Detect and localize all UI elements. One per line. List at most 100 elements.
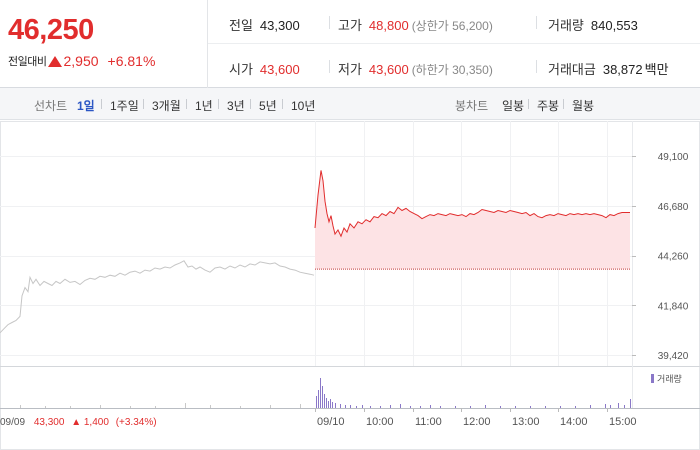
divider	[329, 60, 330, 73]
volume-bar	[326, 398, 327, 408]
x-tick-label: 15:00	[609, 416, 637, 428]
stat-high: 고가 48,800 (상한가 56,200)	[338, 15, 493, 34]
series-today-line	[314, 170, 630, 238]
period-1d[interactable]: 1일	[77, 99, 95, 113]
volume-bar	[332, 402, 333, 408]
y-axis-ticks: 49,100 46,680 44,260 41,840 39,420	[632, 152, 689, 362]
quote-stats: 전일 43,300 고가 48,800 (상한가 56,200) 거래량 840,553…	[208, 0, 700, 88]
chart-toolbar: 선차트 1일 1주일 3개월 1년 3년 5년 10년 봉차트 일봉 주봉 월봉	[0, 88, 700, 120]
volume-bar	[470, 406, 471, 408]
volume-bar	[370, 406, 371, 408]
volume-bar	[45, 406, 46, 408]
stats-row-2: 시가 43,600 저가 43,600 (하한가 30,350) 거래대금 38,872…	[208, 44, 700, 88]
stat-label: 거래량	[548, 18, 584, 33]
stat-value: 43,600	[368, 62, 409, 77]
volume-legend-swatch	[651, 374, 654, 383]
candle-weekly[interactable]: 주봉	[537, 99, 560, 113]
prev-day-info: 09/09 43,300 ▲ 1,400 (+3.34%)	[0, 417, 157, 428]
volume-bar	[240, 406, 241, 408]
candle-daily[interactable]: 일봉	[502, 99, 525, 113]
volume-bar	[324, 394, 325, 408]
volume-bar	[70, 406, 71, 408]
period-1w[interactable]: 1주일	[110, 99, 139, 113]
change-value: 2,950	[63, 53, 99, 69]
volume-bar	[400, 404, 401, 408]
volume-bar	[100, 405, 101, 408]
volume-bar	[322, 386, 323, 408]
volume-bar	[390, 405, 391, 408]
volume-bar	[624, 405, 625, 408]
period-3y[interactable]: 3년	[227, 99, 245, 113]
volume-bar	[328, 401, 329, 408]
chart-grid	[0, 121, 700, 450]
volume-bar	[590, 405, 591, 408]
volume-bar	[340, 404, 341, 408]
y-tick-label: 39,420	[658, 351, 689, 362]
price-change: 전일대비 2,950 +6.81%	[8, 53, 155, 69]
prev-change: 1,400	[84, 417, 109, 428]
x-tick-label: 12:00	[463, 416, 491, 428]
stat-value: 840,553	[590, 18, 638, 33]
prev-date: 09/09	[0, 417, 25, 428]
divider	[186, 99, 187, 109]
candle-monthly[interactable]: 월봉	[572, 99, 595, 113]
quote-header: 46,250 전일대비 2,950 +6.81% 전일 43,300 고가 48,8…	[0, 0, 700, 88]
stats-row-1: 전일 43,300 고가 48,800 (상한가 56,200) 거래량 840,553	[208, 0, 700, 44]
y-tick-label: 44,260	[658, 252, 689, 263]
candle-chart-label: 봉차트	[455, 99, 489, 113]
stat-label: 시가	[229, 62, 253, 77]
up-triangle-icon	[48, 55, 63, 67]
volume-bar	[455, 406, 456, 408]
volume-bar	[485, 405, 486, 408]
period-10y[interactable]: 10년	[291, 99, 316, 113]
period-1y[interactable]: 1년	[195, 99, 213, 113]
volume-bar	[210, 405, 211, 408]
upper-limit: (상한가 56,200)	[411, 19, 493, 33]
stat-value: 48,800	[368, 18, 409, 33]
up-triangle-icon: ▲	[71, 417, 81, 428]
stat-open: 시가 43,600	[229, 59, 300, 78]
volume-bar	[356, 406, 357, 408]
volume-bar	[610, 405, 611, 408]
period-3m[interactable]: 3개월	[152, 99, 181, 113]
amount-unit: 백만	[644, 62, 669, 77]
volume-bar	[618, 403, 619, 408]
change-label: 전일대비	[8, 56, 47, 68]
volume-bar	[300, 404, 301, 408]
stat-amount: 거래대금 38,872 백만	[548, 59, 669, 78]
stat-label: 고가	[338, 18, 362, 33]
volume-bar	[545, 406, 546, 408]
divider	[101, 99, 102, 109]
volume-bar	[350, 405, 351, 408]
stat-label: 전일	[229, 18, 253, 33]
period-5y[interactable]: 5년	[259, 99, 277, 113]
x-tick-label: 10:00	[366, 416, 394, 428]
volume-bar	[630, 399, 631, 408]
intraday-fill-area	[315, 170, 630, 270]
stat-volume: 거래량 840,553	[548, 15, 638, 34]
volume-bar	[560, 406, 561, 408]
volume-bar	[380, 406, 381, 408]
volume-bar	[410, 406, 411, 408]
x-axis-labels: 09/10 10:00 11:00 12:00 13:00 14:00 15:00	[315, 408, 637, 428]
volume-legend-label: 거래량	[657, 373, 682, 384]
volume-bar	[345, 405, 346, 408]
volume-bar	[515, 406, 516, 408]
divider	[536, 60, 537, 73]
volume-bar	[335, 403, 336, 408]
volume-bar	[500, 406, 501, 408]
change-rate: +6.81%	[107, 53, 156, 69]
volume-bar	[318, 390, 319, 408]
prev-close: 43,300	[34, 417, 65, 428]
volume-bar	[155, 406, 156, 408]
x-tick-label: 13:00	[512, 416, 540, 428]
volume-bar	[605, 404, 606, 408]
volume-bar	[330, 399, 331, 408]
divider	[143, 99, 144, 109]
divider	[536, 16, 537, 29]
y-tick-label: 49,100	[658, 152, 689, 163]
current-price: 46,250	[8, 14, 94, 46]
y-tick-label: 41,840	[658, 301, 689, 312]
stat-prev-close: 전일 43,300	[229, 15, 300, 34]
volume-bar	[316, 396, 317, 408]
